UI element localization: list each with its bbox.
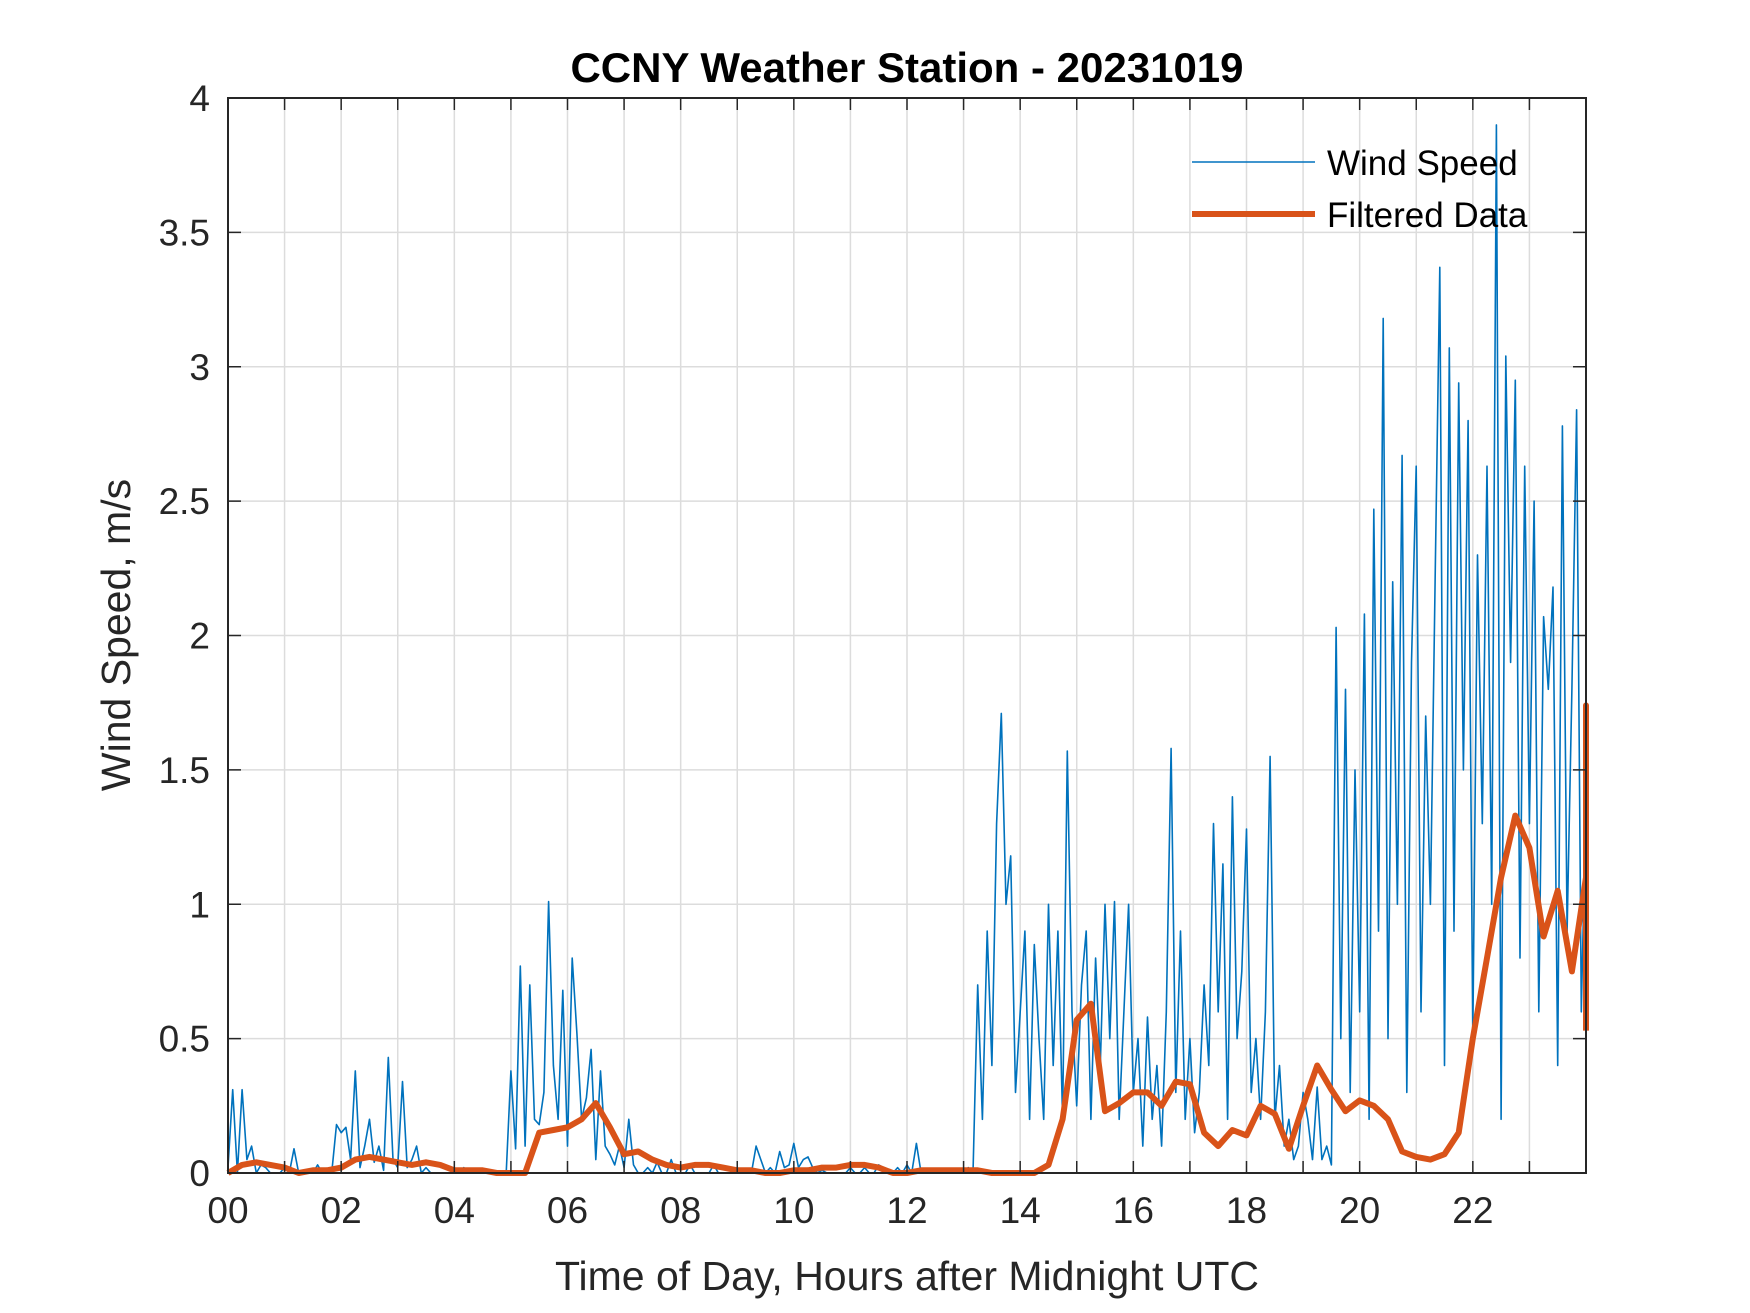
legend-label-wind-speed: Wind Speed (1327, 144, 1518, 183)
ticks (228, 97, 1586, 1174)
y-tick-label: 1.5 (159, 750, 210, 791)
legend: Wind Speed Filtered Data (1192, 144, 1528, 235)
y-tick-label: 0.5 (159, 1019, 210, 1060)
x-tick-label: 20 (1339, 1190, 1380, 1231)
y-tick-label: 3 (189, 347, 210, 388)
x-tick-label: 22 (1452, 1190, 1493, 1231)
x-axis-label: Time of Day, Hours after Midnight UTC (555, 1253, 1259, 1299)
x-tick-label: 16 (1113, 1190, 1154, 1231)
x-tick-labels: 00 02 04 06 08 10 12 14 16 18 20 22 (207, 1190, 1493, 1231)
y-axis-label: Wind Speed, m/s (93, 479, 139, 791)
x-tick-label: 14 (1000, 1190, 1041, 1231)
x-tick-label: 04 (434, 1190, 475, 1231)
y-tick-label: 4 (189, 78, 210, 119)
y-tick-label: 0 (189, 1153, 210, 1194)
x-tick-label: 00 (207, 1190, 248, 1231)
chart-title: CCNY Weather Station - 20231019 (570, 44, 1243, 91)
x-tick-label: 12 (886, 1190, 927, 1231)
legend-label-filtered-data: Filtered Data (1327, 196, 1528, 235)
x-tick-label: 02 (321, 1190, 362, 1231)
y-tick-labels: 0 0.5 1 1.5 2 2.5 3 3.5 4 (159, 78, 210, 1194)
y-tick-label: 3.5 (159, 212, 210, 253)
y-tick-label: 2 (189, 616, 210, 657)
x-tick-label: 10 (773, 1190, 814, 1231)
x-tick-label: 06 (547, 1190, 588, 1231)
x-tick-label: 08 (660, 1190, 701, 1231)
y-tick-label: 2.5 (159, 481, 210, 522)
y-tick-label: 1 (189, 884, 210, 925)
x-tick-label: 18 (1226, 1190, 1267, 1231)
